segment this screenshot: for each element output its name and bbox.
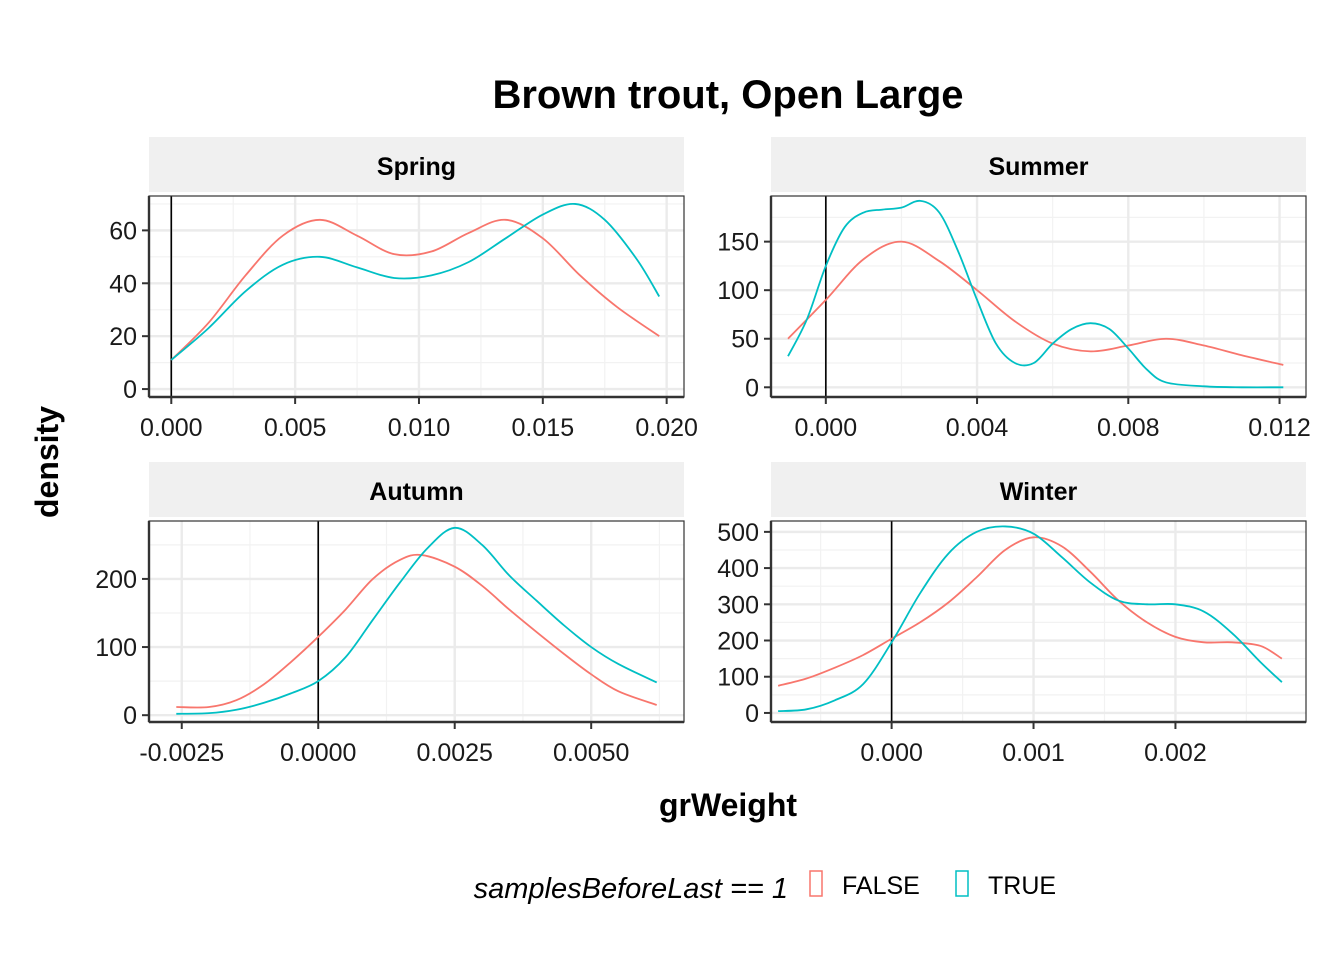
chart-title: Brown trout, Open Large	[492, 73, 963, 117]
facet-autumn: Autumn -0.0025 0.0000 0.0025 0.0050 0 100 200	[95, 462, 685, 767]
legend-title: samplesBeforeLast == 1	[474, 873, 788, 905]
y-tick-label: 100	[95, 634, 137, 662]
legend-key-true	[955, 870, 969, 897]
y-tick-label: 0	[123, 702, 137, 730]
y-tick-label: 50	[731, 326, 759, 354]
panel-winter	[771, 521, 1306, 722]
density-line-true	[778, 525, 1283, 713]
x-tick-label: 0.020	[635, 414, 698, 442]
y-tick-label: 200	[717, 628, 759, 656]
legend-label-true: TRUE	[988, 872, 1056, 900]
panel-summer	[771, 196, 1306, 397]
x-tick-label: 0.0025	[416, 739, 492, 767]
strip-autumn	[149, 462, 684, 517]
density-line-true	[787, 199, 1284, 389]
strip-label-spring: Spring	[377, 153, 456, 181]
x-tick-label: 0.008	[1097, 414, 1160, 442]
strip-winter	[771, 462, 1306, 517]
y-tick-label: 100	[717, 664, 759, 692]
x-tick-label: 0.005	[264, 414, 327, 442]
density-line-true	[176, 526, 658, 715]
y-tick-label: 300	[717, 591, 759, 619]
density-line-false	[170, 218, 660, 361]
x-axis-title: grWeight	[659, 787, 797, 823]
y-tick-label: 60	[109, 217, 137, 245]
x-tick-label: 0.010	[388, 414, 451, 442]
strip-spring	[149, 137, 684, 192]
y-tick-label: 40	[109, 270, 137, 298]
y-tick-label: 500	[717, 519, 759, 547]
x-tick-label: 0.0050	[553, 739, 629, 767]
y-tick-label: 0	[745, 700, 759, 728]
y-tick-label: 100	[717, 277, 759, 305]
y-tick-label: 200	[95, 566, 137, 594]
strip-label-autumn: Autumn	[369, 478, 463, 506]
density-line-false	[787, 240, 1284, 366]
legend-key-false	[809, 870, 823, 897]
legend-label-false: FALSE	[842, 872, 920, 900]
x-tick-label: 0.0000	[280, 739, 356, 767]
x-tick-label: 0.001	[1002, 739, 1065, 767]
y-tick-label: 20	[109, 323, 137, 351]
facet-winter: Winter 0.000 0.001 0.002 0 100 200 300 400 500	[717, 462, 1307, 767]
strip-label-winter: Winter	[1000, 478, 1078, 506]
y-tick-label: 150	[717, 229, 759, 257]
x-tick-label: 0.012	[1248, 414, 1311, 442]
density-line-false	[777, 536, 1283, 687]
facet-spring: Spring 0.000 0.005 0.010 0.015 0.020 0 20 40 60	[109, 137, 698, 442]
x-tick-label: 0.000	[860, 739, 923, 767]
x-tick-label: -0.0025	[139, 739, 224, 767]
x-tick-label: 0.000	[140, 414, 203, 442]
strip-summer	[771, 137, 1306, 192]
legend: samplesBeforeLast == 1 FALSE TRUE	[474, 870, 1056, 905]
x-tick-label: 0.004	[946, 414, 1009, 442]
facet-summer: Summer 0.000 0.004 0.008 0.012 0 50 100 150	[717, 137, 1311, 442]
y-tick-label: 0	[123, 376, 137, 404]
y-axis-title: density	[29, 406, 65, 518]
x-tick-label: 0.000	[795, 414, 858, 442]
density-line-true	[170, 202, 661, 361]
x-tick-label: 0.015	[512, 414, 575, 442]
x-tick-label: 0.002	[1144, 739, 1207, 767]
y-tick-label: 400	[717, 555, 759, 583]
strip-label-summer: Summer	[988, 153, 1088, 181]
y-tick-label: 0	[745, 374, 759, 402]
panel-autumn	[149, 521, 684, 722]
density-line-false	[176, 553, 658, 709]
facets: Spring 0.000 0.005 0.010 0.015 0.020 0 20 40 60 Su…	[95, 137, 1311, 767]
